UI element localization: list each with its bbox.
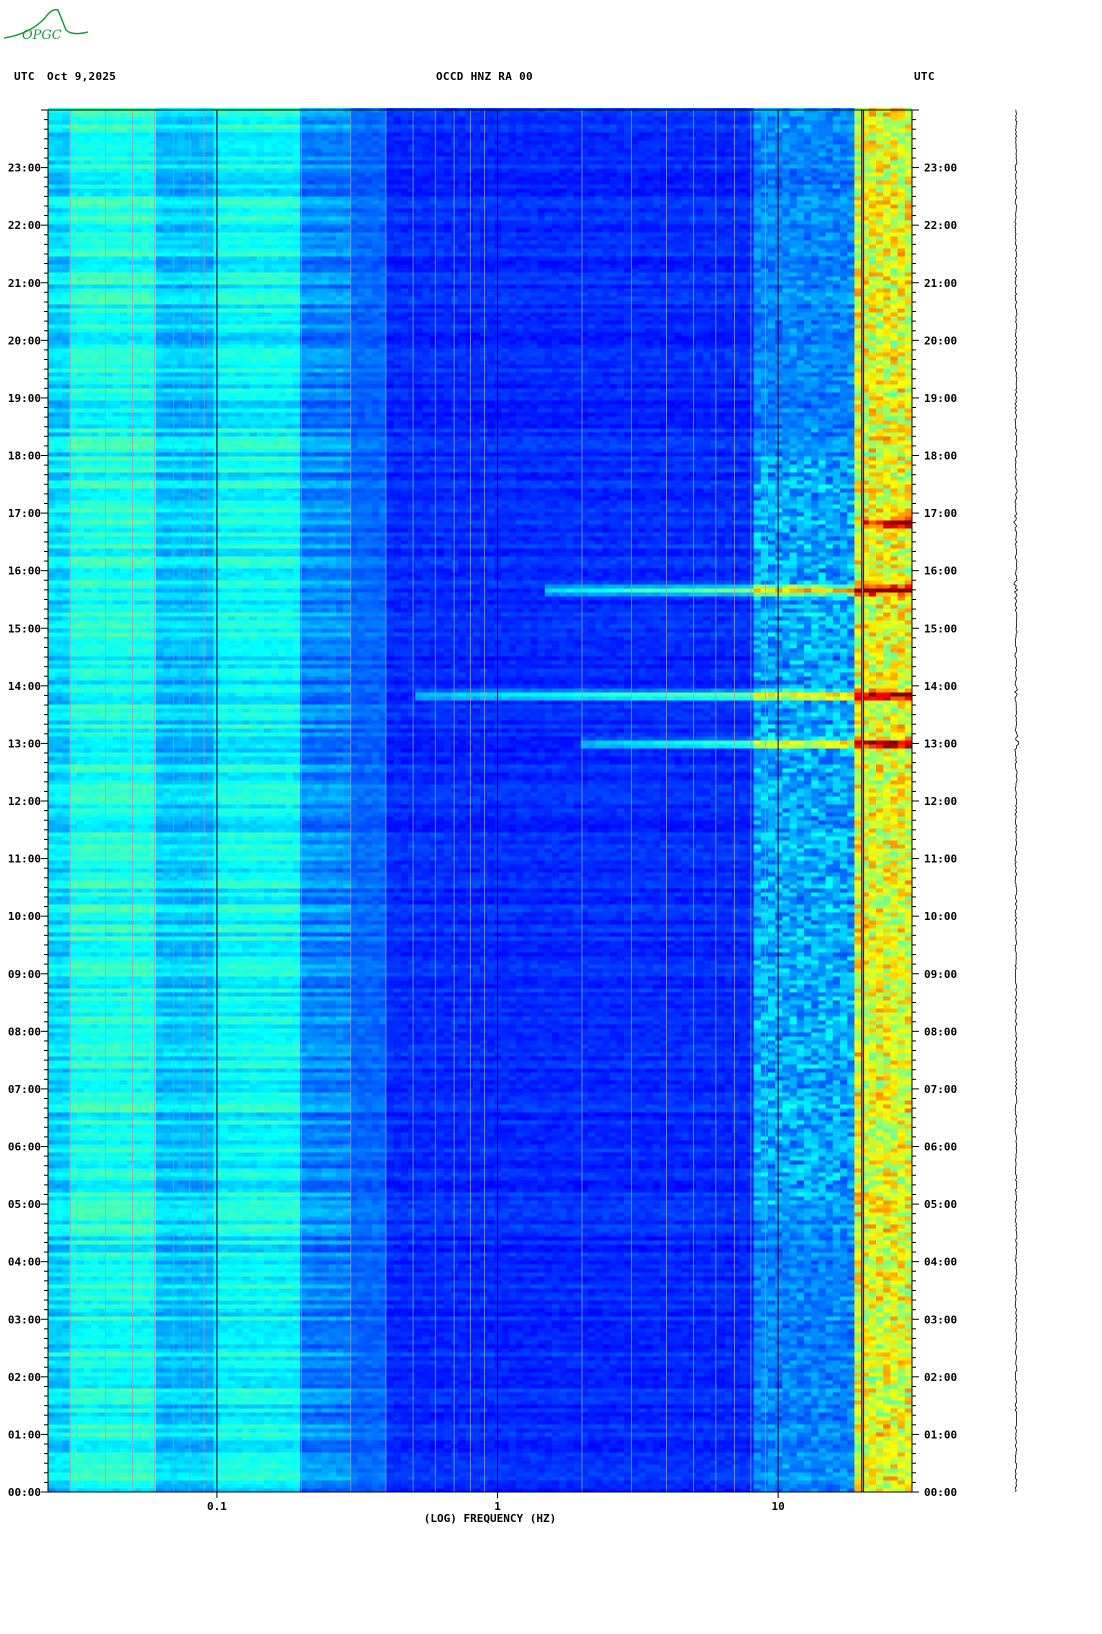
y-tick-label-right: 18:00 (924, 450, 957, 463)
x-tick-label: 0.1 (207, 1500, 227, 1513)
y-tick-label-left: 21:00 (8, 277, 41, 290)
y-tick-label-right: 20:00 (924, 334, 957, 347)
y-tick-label-left: 04:00 (8, 1256, 41, 1269)
y-tick-label-left: 03:00 (8, 1313, 41, 1326)
y-tick-label-right: 08:00 (924, 1025, 957, 1038)
y-tick-label-left: 00:00 (8, 1486, 41, 1499)
y-tick-label-left: 16:00 (8, 565, 41, 578)
y-tick-label-left: 07:00 (8, 1083, 41, 1096)
y-tick-label-right: 02:00 (924, 1371, 957, 1384)
y-tick-label-right: 00:00 (924, 1486, 957, 1499)
y-tick-label-left: 13:00 (8, 737, 41, 750)
y-tick-label-left: 05:00 (8, 1198, 41, 1211)
y-tick-label-left: 08:00 (8, 1025, 41, 1038)
frequency-axis: 0.1 1 10(LOG) FREQUENCY (HZ) (207, 1492, 785, 1525)
y-tick-label-right: 04:00 (924, 1256, 957, 1269)
y-tick-label-left: 12:00 (8, 795, 41, 808)
y-tick-label-left: 23:00 (8, 162, 41, 175)
trace-line (1014, 110, 1019, 1492)
y-tick-label-right: 05:00 (924, 1198, 957, 1211)
y-tick-label-right: 01:00 (924, 1428, 957, 1441)
y-tick-label-right: 16:00 (924, 565, 957, 578)
y-tick-label-left: 15:00 (8, 622, 41, 635)
y-tick-label-right: 07:00 (924, 1083, 957, 1096)
x-tick-label: 10 (771, 1500, 784, 1513)
y-tick-label-left: 18:00 (8, 450, 41, 463)
spectrogram-image (48, 108, 912, 1493)
y-tick-label-left: 09:00 (8, 968, 41, 981)
x-axis-label: (LOG) FREQUENCY (HZ) (424, 1512, 556, 1525)
y-tick-label-right: 14:00 (924, 680, 957, 693)
seismogram-trace (1014, 110, 1019, 1492)
y-tick-label-left: 20:00 (8, 334, 41, 347)
y-tick-label-right: 21:00 (924, 277, 957, 290)
y-tick-label-left: 02:00 (8, 1371, 41, 1384)
y-tick-label-right: 11:00 (924, 853, 957, 866)
y-tick-label-right: 22:00 (924, 219, 957, 232)
y-tick-label-left: 06:00 (8, 1141, 41, 1154)
y-tick-label-left: 19:00 (8, 392, 41, 405)
y-tick-label-left: 11:00 (8, 853, 41, 866)
y-tick-label-right: 19:00 (924, 392, 957, 405)
y-tick-label-right: 12:00 (924, 795, 957, 808)
y-tick-label-right: 15:00 (924, 622, 957, 635)
y-tick-label-right: 17:00 (924, 507, 957, 520)
y-tick-label-right: 03:00 (924, 1313, 957, 1326)
y-tick-label-right: 13:00 (924, 737, 957, 750)
y-tick-label-left: 14:00 (8, 680, 41, 693)
y-tick-label-right: 06:00 (924, 1141, 957, 1154)
y-tick-label-right: 09:00 (924, 968, 957, 981)
y-tick-label-left: 22:00 (8, 219, 41, 232)
y-tick-label-left: 10:00 (8, 910, 41, 923)
y-tick-label-left: 17:00 (8, 507, 41, 520)
y-tick-label-left: 01:00 (8, 1428, 41, 1441)
y-tick-label-right: 23:00 (924, 162, 957, 175)
y-tick-label-right: 10:00 (924, 910, 957, 923)
